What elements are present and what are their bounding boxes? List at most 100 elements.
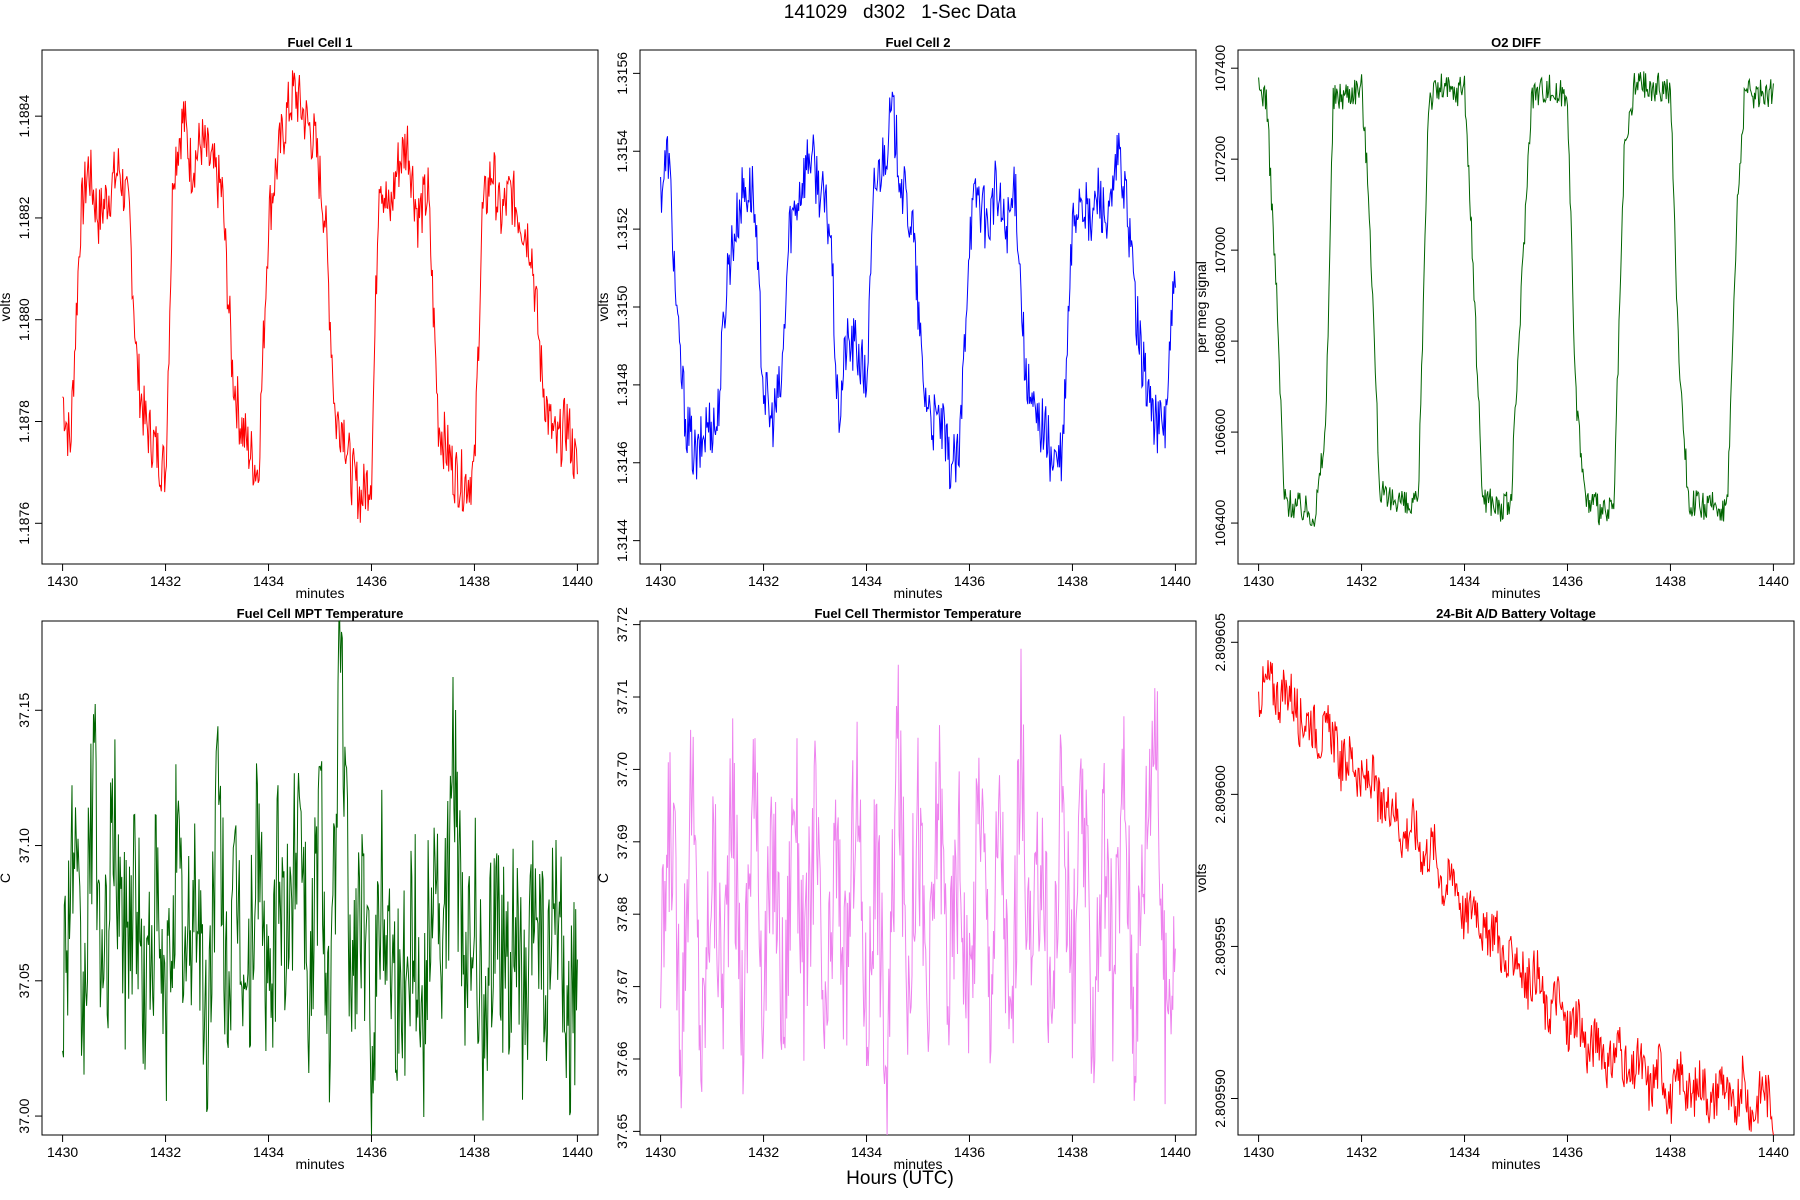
x-tick-label: 1432 <box>748 573 779 589</box>
x-tick-label: 1438 <box>459 573 490 589</box>
x-tick-label: 1436 <box>954 573 985 589</box>
y-tick-label: 37.66 <box>614 1041 630 1076</box>
x-tick-label: 1432 <box>1346 1144 1377 1160</box>
x-tick-label: 1440 <box>1758 573 1789 589</box>
outer-x-axis-label: Hours (UTC) <box>846 1168 954 1189</box>
panel-title: O2 DIFF <box>1491 35 1541 50</box>
y-axis-label: volts <box>595 293 611 322</box>
y-tick-label: 37.15 <box>16 693 32 728</box>
y-tick-label: 2.809590 <box>1212 1069 1228 1128</box>
x-tick-label: 1430 <box>47 1144 78 1160</box>
x-tick-label: 1436 <box>1552 1144 1583 1160</box>
y-tick-label: 1.1876 <box>16 502 32 545</box>
figure-title: 141029 d302 1-Sec Data <box>783 2 1017 23</box>
y-axis-label: volts <box>0 293 13 322</box>
x-axis-label: minutes <box>1491 585 1540 601</box>
x-axis-label: minutes <box>295 585 344 601</box>
y-axis-label: volts <box>1193 864 1209 893</box>
y-tick-label: 37.69 <box>614 824 630 859</box>
y-tick-label: 37.00 <box>16 1098 32 1133</box>
x-tick-label: 1438 <box>1057 1144 1088 1160</box>
x-tick-label: 1436 <box>356 1144 387 1160</box>
x-tick-label: 1434 <box>851 1144 882 1160</box>
series-line <box>660 91 1176 490</box>
y-tick-label: 37.05 <box>16 963 32 998</box>
y-tick-label: 2.809595 <box>1212 917 1228 976</box>
x-tick-label: 1436 <box>356 573 387 589</box>
y-tick-label: 37.71 <box>614 679 630 714</box>
panel-title: Fuel Cell 2 <box>885 35 950 50</box>
y-tick-label: 2.809600 <box>1212 765 1228 824</box>
plot-frame <box>1237 49 1795 565</box>
y-tick-label: 37.10 <box>16 828 32 863</box>
x-axis-label: minutes <box>893 585 942 601</box>
y-tick-label: 1.3152 <box>614 208 630 251</box>
x-tick-label: 1440 <box>1758 1144 1789 1160</box>
x-tick-label: 1438 <box>459 1144 490 1160</box>
panel-title: Fuel Cell Thermistor Temperature <box>814 606 1021 621</box>
x-tick-label: 1432 <box>748 1144 779 1160</box>
x-tick-label: 1430 <box>1243 1144 1274 1160</box>
y-tick-label: 1.3154 <box>614 130 630 173</box>
y-tick-label: 37.67 <box>614 969 630 1004</box>
x-tick-label: 1438 <box>1655 1144 1686 1160</box>
series-line <box>62 619 578 1136</box>
plot-frame <box>41 49 599 565</box>
y-axis-label: C <box>595 873 611 883</box>
x-tick-label: 1434 <box>1449 573 1480 589</box>
panel-title: Fuel Cell 1 <box>287 35 352 50</box>
x-axis-label: minutes <box>1491 1156 1540 1172</box>
x-tick-label: 1430 <box>47 573 78 589</box>
y-tick-label: 107400 <box>1212 45 1228 92</box>
x-axis-label: minutes <box>893 1156 942 1172</box>
x-tick-label: 1430 <box>645 1144 676 1160</box>
y-tick-label: 1.3146 <box>614 441 630 484</box>
x-tick-label: 1432 <box>150 1144 181 1160</box>
series-line <box>1258 660 1774 1136</box>
x-tick-label: 1436 <box>954 1144 985 1160</box>
x-tick-label: 1434 <box>253 573 284 589</box>
y-tick-label: 107000 <box>1212 227 1228 274</box>
y-tick-label: 37.70 <box>614 752 630 787</box>
y-tick-label: 2.809605 <box>1212 613 1228 672</box>
series-line <box>1258 71 1774 527</box>
y-tick-label: 106400 <box>1212 499 1228 546</box>
x-tick-label: 1432 <box>150 573 181 589</box>
panel-title: Fuel Cell MPT Temperature <box>237 606 404 621</box>
y-axis-label: C <box>0 873 13 883</box>
y-tick-label: 1.1878 <box>16 400 32 443</box>
y-tick-label: 106600 <box>1212 409 1228 456</box>
x-tick-label: 1440 <box>1160 1144 1191 1160</box>
y-tick-label: 1.3144 <box>614 519 630 562</box>
y-axis-label: per meg signal <box>1193 261 1209 353</box>
x-tick-label: 1434 <box>851 573 882 589</box>
series-line <box>660 648 1176 1136</box>
x-tick-label: 1432 <box>1346 573 1377 589</box>
y-tick-label: 37.72 <box>614 607 630 642</box>
y-tick-label: 37.65 <box>614 1114 630 1149</box>
x-tick-label: 1434 <box>1449 1144 1480 1160</box>
plot-frame <box>1237 620 1795 1136</box>
y-tick-label: 37.68 <box>614 896 630 931</box>
y-tick-label: 1.3156 <box>614 52 630 95</box>
y-tick-label: 1.3150 <box>614 285 630 328</box>
x-tick-label: 1436 <box>1552 573 1583 589</box>
y-tick-label: 107200 <box>1212 136 1228 183</box>
y-tick-label: 1.1880 <box>16 298 32 341</box>
y-tick-label: 1.1882 <box>16 196 32 239</box>
x-axis-label: minutes <box>295 1156 344 1172</box>
panel-title: 24-Bit A/D Battery Voltage <box>1436 606 1596 621</box>
x-tick-label: 1438 <box>1057 573 1088 589</box>
plot-frame <box>41 620 599 1136</box>
x-tick-label: 1430 <box>645 573 676 589</box>
x-tick-label: 1430 <box>1243 573 1274 589</box>
x-tick-label: 1438 <box>1655 573 1686 589</box>
y-tick-label: 106800 <box>1212 318 1228 365</box>
y-tick-label: 1.3148 <box>614 363 630 406</box>
x-tick-label: 1440 <box>562 1144 593 1160</box>
